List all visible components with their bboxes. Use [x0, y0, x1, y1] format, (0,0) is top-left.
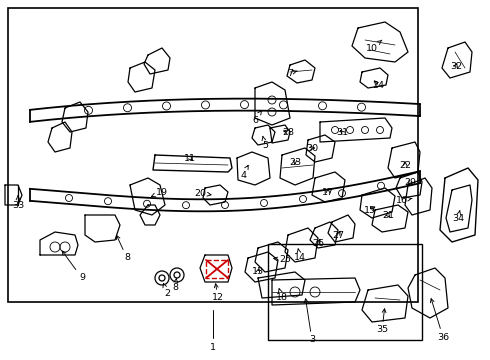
Text: 21: 21	[382, 211, 394, 220]
Text: 8: 8	[117, 235, 130, 262]
Text: 36: 36	[430, 298, 449, 342]
Text: 19: 19	[151, 188, 168, 197]
Text: 26: 26	[312, 239, 324, 248]
Text: 35: 35	[376, 309, 388, 334]
Text: 17: 17	[322, 188, 334, 197]
Text: 27: 27	[332, 230, 344, 239]
Text: 13: 13	[252, 267, 264, 276]
Text: 6: 6	[252, 111, 262, 125]
Text: 2: 2	[163, 284, 170, 297]
Text: 20: 20	[194, 189, 211, 198]
Text: 29: 29	[404, 177, 416, 186]
Text: 10: 10	[366, 40, 382, 53]
Text: 5: 5	[262, 136, 268, 149]
Bar	[268, 244, 422, 340]
Text: 18: 18	[276, 289, 288, 302]
Text: 22: 22	[399, 161, 411, 170]
Text: 3: 3	[304, 299, 315, 345]
Text: 14: 14	[294, 249, 306, 262]
Text: 16: 16	[396, 195, 412, 204]
Text: 32: 32	[450, 62, 462, 71]
Text: 1: 1	[210, 343, 216, 352]
Text: 23: 23	[289, 158, 301, 166]
Text: 4: 4	[240, 165, 248, 180]
Text: 9: 9	[62, 251, 85, 283]
Text: 25: 25	[274, 256, 291, 265]
Text: 30: 30	[306, 144, 318, 153]
Text: 7: 7	[287, 68, 297, 77]
Text: 33: 33	[12, 196, 24, 210]
Text: 31: 31	[336, 127, 348, 136]
Text: 24: 24	[372, 81, 384, 90]
Text: 8: 8	[172, 278, 178, 292]
Text: 11: 11	[184, 153, 196, 162]
Text: 28: 28	[282, 127, 294, 136]
Text: 34: 34	[452, 211, 464, 222]
Text: 15: 15	[364, 206, 376, 215]
Bar	[8, 8, 418, 302]
Text: 12: 12	[212, 284, 224, 302]
